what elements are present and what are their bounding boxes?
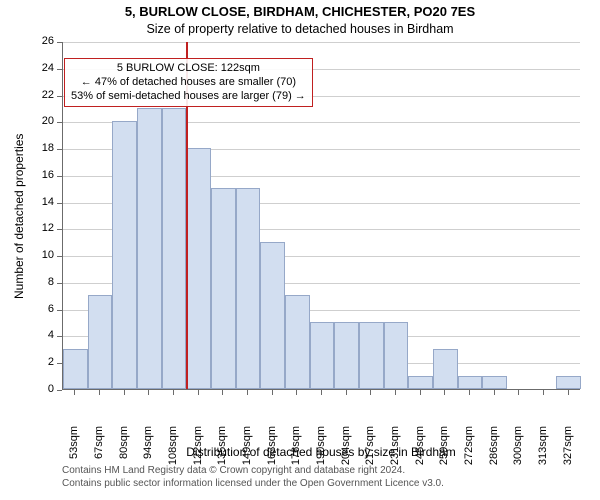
x-tick-mark bbox=[222, 390, 223, 395]
x-tick-mark bbox=[395, 390, 396, 395]
annotation-line: 5 BURLOW CLOSE: 122sqm bbox=[71, 62, 306, 76]
x-tick-label: 108sqm bbox=[167, 426, 179, 476]
y-tick-label: 10 bbox=[34, 249, 54, 261]
x-tick-label: 53sqm bbox=[68, 426, 80, 476]
y-tick-mark bbox=[57, 149, 62, 150]
y-tick-label: 4 bbox=[34, 329, 54, 341]
x-tick-label: 163sqm bbox=[266, 426, 278, 476]
y-tick-mark bbox=[57, 310, 62, 311]
chart-title-line2: Size of property relative to detached ho… bbox=[0, 22, 600, 36]
x-tick-mark bbox=[148, 390, 149, 395]
x-tick-label: 286sqm bbox=[488, 426, 500, 476]
histogram-bar bbox=[260, 242, 285, 389]
x-tick-label: 80sqm bbox=[118, 426, 130, 476]
y-tick-mark bbox=[57, 42, 62, 43]
histogram-bar bbox=[482, 376, 507, 389]
y-tick-mark bbox=[57, 283, 62, 284]
y-tick-label: 0 bbox=[34, 383, 54, 395]
histogram-bar bbox=[285, 295, 310, 389]
y-tick-label: 26 bbox=[34, 35, 54, 47]
histogram-bar bbox=[334, 322, 359, 389]
y-tick-mark bbox=[57, 229, 62, 230]
annotation-line: ← 47% of detached houses are smaller (70… bbox=[71, 76, 306, 90]
x-tick-label: 300sqm bbox=[512, 426, 524, 476]
x-tick-mark bbox=[247, 390, 248, 395]
x-tick-label: 190sqm bbox=[315, 426, 327, 476]
y-tick-label: 16 bbox=[34, 169, 54, 181]
x-tick-label: 67sqm bbox=[93, 426, 105, 476]
y-tick-label: 18 bbox=[34, 142, 54, 154]
x-tick-mark bbox=[370, 390, 371, 395]
y-tick-mark bbox=[57, 122, 62, 123]
y-tick-mark bbox=[57, 176, 62, 177]
x-tick-mark bbox=[568, 390, 569, 395]
x-tick-label: 176sqm bbox=[290, 426, 302, 476]
y-tick-label: 24 bbox=[34, 62, 54, 74]
x-tick-mark bbox=[74, 390, 75, 395]
x-tick-label: 122sqm bbox=[192, 426, 204, 476]
x-tick-label: 272sqm bbox=[463, 426, 475, 476]
x-tick-label: 327sqm bbox=[562, 426, 574, 476]
histogram-bar bbox=[162, 108, 187, 389]
y-tick-mark bbox=[57, 96, 62, 97]
histogram-bar bbox=[211, 188, 236, 389]
y-tick-label: 22 bbox=[34, 89, 54, 101]
histogram-bar bbox=[359, 322, 384, 389]
x-tick-label: 245sqm bbox=[414, 426, 426, 476]
x-tick-label: 259sqm bbox=[438, 426, 450, 476]
x-tick-mark bbox=[543, 390, 544, 395]
x-tick-mark bbox=[296, 390, 297, 395]
annotation-line: 53% of semi-detached houses are larger (… bbox=[71, 90, 306, 104]
x-tick-mark bbox=[272, 390, 273, 395]
histogram-bar bbox=[433, 349, 458, 389]
x-tick-mark bbox=[173, 390, 174, 395]
y-tick-label: 6 bbox=[34, 303, 54, 315]
x-tick-label: 149sqm bbox=[241, 426, 253, 476]
x-tick-mark bbox=[124, 390, 125, 395]
x-tick-mark bbox=[321, 390, 322, 395]
x-tick-mark bbox=[420, 390, 421, 395]
y-tick-mark bbox=[57, 256, 62, 257]
histogram-bar bbox=[88, 295, 113, 389]
histogram-bar bbox=[236, 188, 261, 389]
histogram-bar bbox=[384, 322, 409, 389]
y-tick-label: 2 bbox=[34, 356, 54, 368]
y-axis-label: Number of detached properties bbox=[12, 133, 26, 298]
annotation-box: 5 BURLOW CLOSE: 122sqm← 47% of detached … bbox=[64, 58, 313, 107]
histogram-bar bbox=[186, 148, 211, 389]
y-tick-label: 12 bbox=[34, 222, 54, 234]
x-tick-mark bbox=[99, 390, 100, 395]
x-tick-mark bbox=[518, 390, 519, 395]
histogram-bar bbox=[458, 376, 483, 389]
x-tick-label: 204sqm bbox=[340, 426, 352, 476]
x-tick-mark bbox=[198, 390, 199, 395]
histogram-bar bbox=[112, 121, 137, 389]
y-tick-label: 8 bbox=[34, 276, 54, 288]
chart-title-line1: 5, BURLOW CLOSE, BIRDHAM, CHICHESTER, PO… bbox=[0, 4, 600, 19]
x-tick-label: 313sqm bbox=[537, 426, 549, 476]
histogram-bar bbox=[137, 108, 162, 389]
y-tick-label: 20 bbox=[34, 115, 54, 127]
x-tick-mark bbox=[346, 390, 347, 395]
y-tick-mark bbox=[57, 69, 62, 70]
x-tick-label: 94sqm bbox=[142, 426, 154, 476]
footer-line2: Contains public sector information licen… bbox=[62, 478, 444, 491]
histogram-bar bbox=[310, 322, 335, 389]
histogram-bar bbox=[408, 376, 433, 389]
y-tick-mark bbox=[57, 390, 62, 391]
y-tick-mark bbox=[57, 203, 62, 204]
x-tick-label: 135sqm bbox=[216, 426, 228, 476]
x-tick-mark bbox=[444, 390, 445, 395]
x-tick-label: 217sqm bbox=[364, 426, 376, 476]
y-tick-mark bbox=[57, 363, 62, 364]
histogram-bar bbox=[63, 349, 88, 389]
y-tick-mark bbox=[57, 336, 62, 337]
histogram-bar bbox=[556, 376, 581, 389]
x-tick-mark bbox=[494, 390, 495, 395]
x-tick-label: 231sqm bbox=[389, 426, 401, 476]
y-tick-label: 14 bbox=[34, 196, 54, 208]
gridline bbox=[63, 42, 580, 43]
x-tick-mark bbox=[469, 390, 470, 395]
